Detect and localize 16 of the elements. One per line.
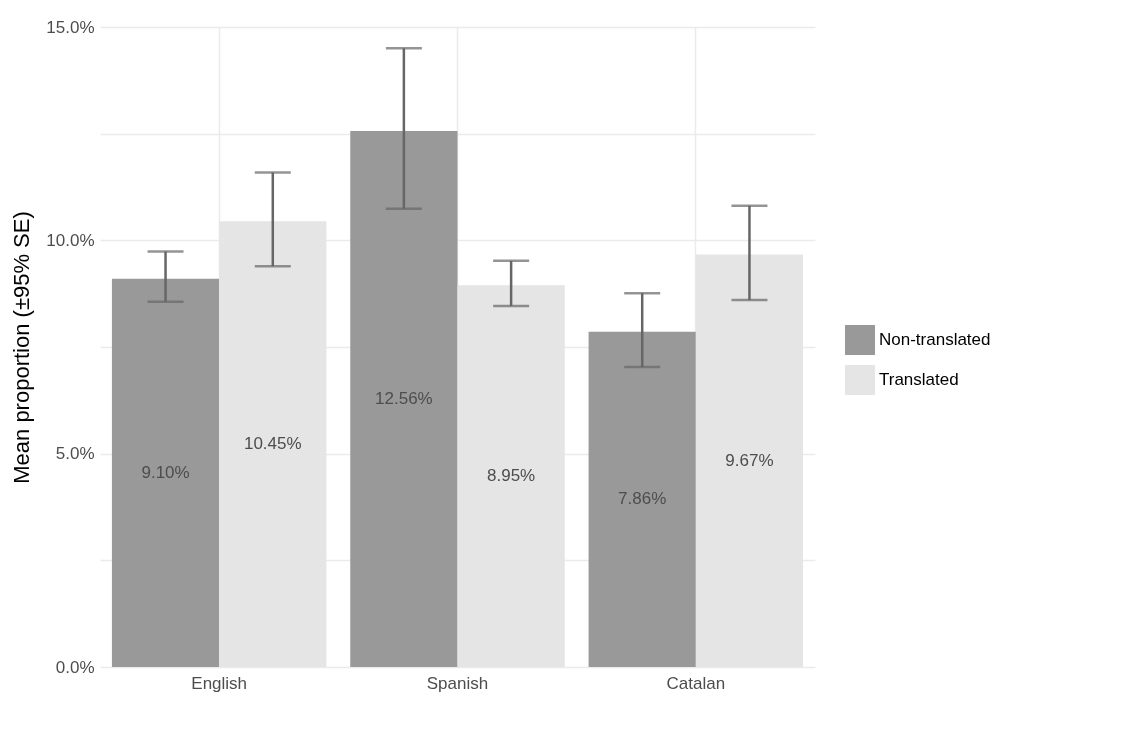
data-label: 12.56%	[375, 389, 433, 409]
data-label: 7.86%	[618, 489, 667, 509]
x-tick-label: Catalan	[666, 673, 726, 693]
legend-label: Translated	[879, 370, 959, 389]
y-tick-label: 15.0%	[46, 17, 95, 37]
x-tick-label: Spanish	[426, 673, 489, 693]
y-axis-title: Mean proportion (±95% SE)	[9, 211, 35, 484]
y-tick-label: 0.0%	[55, 657, 95, 677]
y-tick-label: 10.0%	[46, 230, 95, 250]
y-tick-label: 5.0%	[55, 444, 95, 464]
x-tick-label: English	[191, 673, 248, 693]
data-label: 9.67%	[725, 450, 774, 470]
data-label: 9.10%	[141, 462, 190, 482]
data-label: 8.95%	[487, 466, 536, 486]
data-label: 10.45%	[243, 434, 302, 454]
legend-label: Non-translated	[879, 330, 991, 349]
